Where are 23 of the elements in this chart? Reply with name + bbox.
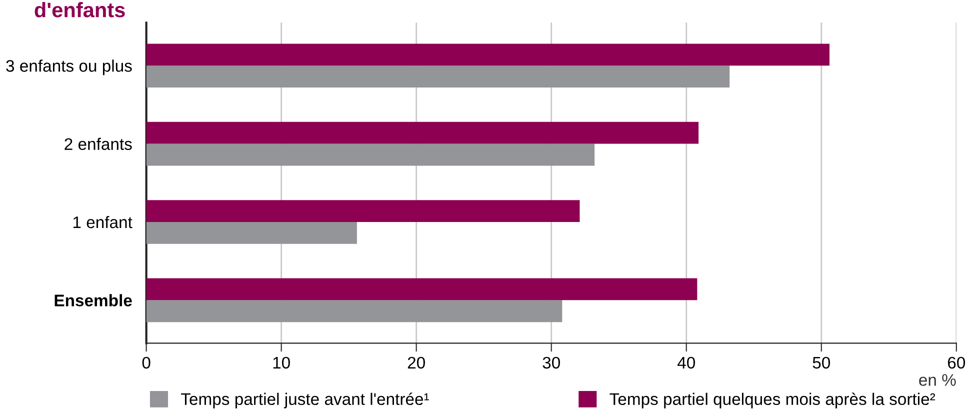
bar [146,300,562,322]
x-tick-label: 50 [812,356,830,369]
bar [146,200,580,222]
y-tick-label: 1 enfant [73,216,132,228]
y-tick-label: Ensemble [54,294,132,306]
bar [146,66,730,88]
x-axis-title: en % [919,374,956,386]
x-tick-label: 10 [273,356,290,369]
bar [146,44,830,66]
x-tick-label: 30 [542,356,560,369]
bar [146,278,698,300]
y-tick-label: 3 enfants ou plus [6,60,132,76]
x-tick-label: 40 [677,356,695,369]
y-tick-label: 2 enfants [64,138,132,150]
legend-label: Temps partiel juste avant l'entrée¹ [181,392,429,408]
legend-label: Temps partiel quelques mois après la sortie² [610,392,936,408]
x-tick-label: 0 [142,356,150,369]
bar [146,222,357,244]
chart-title: d'enfants [34,2,125,18]
bar [146,122,699,144]
x-tick-label: 20 [408,356,425,369]
x-tick-label: 60 [948,356,966,369]
bar [146,144,595,166]
